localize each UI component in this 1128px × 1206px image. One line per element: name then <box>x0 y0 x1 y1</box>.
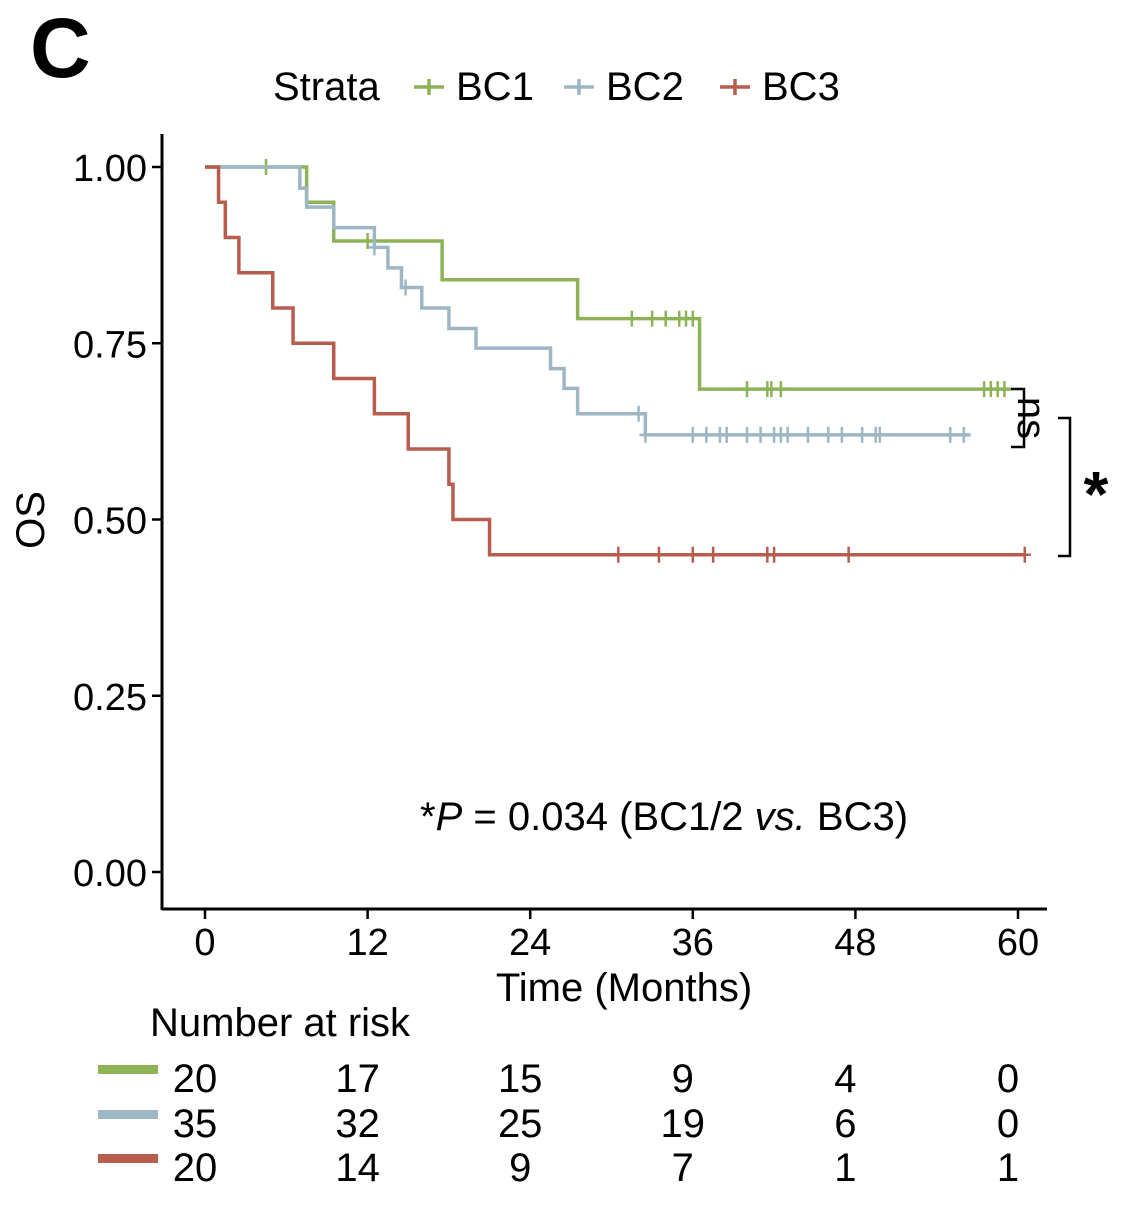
series-line-bc3 <box>205 165 1025 557</box>
censor-mark-bc2 <box>639 426 652 443</box>
censor-mark-bc2 <box>856 426 869 443</box>
risk-value: 7 <box>672 1146 694 1190</box>
risk-value: 1 <box>834 1146 856 1190</box>
star-label: * <box>1084 458 1109 530</box>
censor-mark-bc2 <box>741 426 753 443</box>
y-tick-label: 0.75 <box>73 324 147 366</box>
risk-table-title: Number at risk <box>150 1001 411 1045</box>
censor-mark-bc3 <box>1018 546 1031 563</box>
risk-value: 32 <box>335 1102 380 1146</box>
ns-bracket <box>1011 387 1026 449</box>
risk-value: 35 <box>173 1102 218 1146</box>
censor-mark-bc2 <box>632 405 645 422</box>
risk-value: 9 <box>509 1146 531 1190</box>
x-tick-label: 12 <box>346 922 388 964</box>
y-tick-label: 0.25 <box>73 677 147 719</box>
censor-mark-bc3 <box>842 546 855 563</box>
y-tick-label: 1.00 <box>73 148 147 190</box>
annotation-suffix: BC3) <box>806 795 908 839</box>
censor-mark-bc2 <box>944 426 957 443</box>
censor-mark-bc2 <box>700 426 713 443</box>
censor-mark-bc1 <box>686 310 699 327</box>
censor-mark-bc1 <box>659 310 672 327</box>
censor-mark-bc2 <box>801 426 814 443</box>
x-tick-label: 24 <box>509 922 551 964</box>
x-tick-label: 36 <box>672 922 714 964</box>
risk-value: 19 <box>661 1102 706 1146</box>
risk-value: 9 <box>672 1057 694 1101</box>
legend-label-bc2: BC2 <box>606 65 684 109</box>
risk-row-key-bc1 <box>98 1065 158 1074</box>
series-layer <box>205 159 1031 563</box>
significance-brackets: ns * <box>1009 387 1109 558</box>
annotation-equals-text: = 0.034 (BC1/2 <box>462 795 754 839</box>
risk-table: Number at risk 20 17 15 9 4 0 35 32 25 19 6 0 20 14 9 7… <box>98 1001 1019 1190</box>
legend-key-bc3 <box>720 79 750 95</box>
legend-label-bc3: BC3 <box>762 65 840 109</box>
risk-value: 15 <box>498 1057 543 1101</box>
annotation-prefix: * <box>420 795 436 839</box>
p-value-annotation: *P = 0.034 (BC1/2 vs. BC3) <box>420 795 908 839</box>
censor-mark-bc2 <box>781 426 794 443</box>
censor-mark-bc1 <box>625 310 638 327</box>
risk-row-key-bc3 <box>98 1154 158 1163</box>
series-line-bc2 <box>205 165 971 437</box>
censor-mark-bc2 <box>720 426 733 443</box>
risk-value: 14 <box>335 1146 380 1190</box>
censor-mark-bc2 <box>686 426 699 443</box>
censor-mark-bc2 <box>957 426 970 443</box>
risk-value: 20 <box>173 1057 218 1101</box>
ns-label: ns <box>1009 397 1053 439</box>
risk-value: 25 <box>498 1102 543 1146</box>
censor-mark-bc3 <box>707 546 720 563</box>
censor-mark-bc2 <box>368 239 381 256</box>
annotation-vs-text: vs. <box>755 795 806 839</box>
censor-mark-bc1 <box>774 381 787 398</box>
censor-mark-bc3 <box>612 546 625 563</box>
axes <box>160 134 1047 911</box>
x-tick-label: 48 <box>834 922 876 964</box>
risk-value: 6 <box>834 1102 856 1146</box>
y-axis-title: OS <box>9 491 53 549</box>
x-tick-label: 0 <box>194 922 215 964</box>
series-line-bc1 <box>205 165 1012 391</box>
panel-label: C <box>30 1 91 95</box>
legend-key-bc1 <box>414 79 444 95</box>
x-axis-title: Time (Months) <box>496 966 752 1010</box>
risk-value: 0 <box>997 1102 1019 1146</box>
ticks: 0.00 0.25 0.50 0.75 1.00 0 12 24 36 48 60 <box>73 148 1039 964</box>
censor-mark-bc3 <box>768 546 781 563</box>
censor-mark-bc2 <box>822 426 835 443</box>
censor-mark-bc3 <box>652 546 665 563</box>
risk-row-key-bc2 <box>98 1110 158 1119</box>
censor-mark-bc1 <box>998 381 1011 398</box>
annotation-p-label: P <box>436 795 463 839</box>
censor-mark-bc2 <box>754 426 767 443</box>
x-tick-label: 60 <box>997 922 1039 964</box>
censor-mark-bc2 <box>873 426 886 443</box>
risk-value: 20 <box>173 1146 218 1190</box>
star-bracket <box>1058 416 1072 558</box>
censor-mark-bc1 <box>361 233 374 250</box>
censor-mark-bc3 <box>686 546 699 563</box>
y-tick-label: 0.00 <box>73 853 147 895</box>
legend-label-bc1: BC1 <box>456 65 534 109</box>
censor-mark-bc2 <box>399 279 412 296</box>
censor-mark-bc1 <box>646 310 659 327</box>
y-tick-label: 0.50 <box>73 501 147 543</box>
risk-value: 1 <box>997 1146 1019 1190</box>
legend: Strata BC1 BC2 BC3 <box>273 65 840 109</box>
legend-key-bc2 <box>564 79 594 95</box>
risk-value: 4 <box>834 1057 856 1101</box>
censor-mark-bc1 <box>741 381 753 398</box>
censor-mark-bc2 <box>835 426 848 443</box>
risk-value: 17 <box>335 1057 380 1101</box>
risk-value: 0 <box>997 1057 1019 1101</box>
legend-title: Strata <box>273 65 380 109</box>
